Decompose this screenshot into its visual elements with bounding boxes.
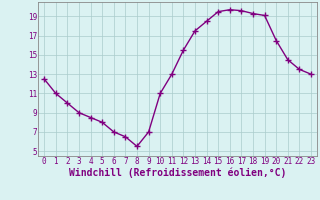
- X-axis label: Windchill (Refroidissement éolien,°C): Windchill (Refroidissement éolien,°C): [69, 168, 286, 178]
